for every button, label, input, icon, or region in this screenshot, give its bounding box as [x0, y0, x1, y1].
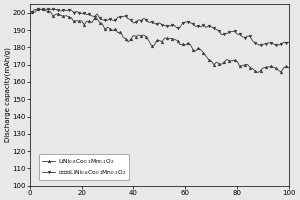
碳包覆的LiNi$_{0.8}$Co$_{0.1}$Mn$_{0.1}$O$_{2}$: [280, 43, 283, 45]
LiNi$_{0.8}$Co$_{0.1}$Mn$_{0.1}$O$_{2}$: [256, 71, 260, 74]
LiNi$_{0.8}$Co$_{0.1}$Mn$_{0.1}$O$_{2}$: [93, 17, 96, 20]
碳包覆的LiNi$_{0.8}$Co$_{0.1}$Mn$_{0.1}$O$_{2}$: [31, 11, 34, 13]
LiNi$_{0.8}$Co$_{0.1}$Mn$_{0.1}$O$_{2}$: [82, 23, 86, 26]
碳包覆的LiNi$_{0.8}$Co$_{0.1}$Mn$_{0.1}$O$_{2}$: [186, 21, 190, 23]
Line: 碳包覆的LiNi$_{0.8}$Co$_{0.1}$Mn$_{0.1}$O$_{2}$: 碳包覆的LiNi$_{0.8}$Co$_{0.1}$Mn$_{0.1}$O$_{…: [31, 8, 290, 47]
碳包覆的LiNi$_{0.8}$Co$_{0.1}$Mn$_{0.1}$O$_{2}$: [165, 25, 169, 27]
碳包覆的LiNi$_{0.8}$Co$_{0.1}$Mn$_{0.1}$O$_{2}$: [93, 15, 96, 18]
LiNi$_{0.8}$Co$_{0.1}$Mn$_{0.1}$O$_{2}$: [31, 11, 34, 13]
LiNi$_{0.8}$Co$_{0.1}$Mn$_{0.1}$O$_{2}$: [272, 66, 275, 68]
碳包覆的LiNi$_{0.8}$Co$_{0.1}$Mn$_{0.1}$O$_{2}$: [272, 43, 275, 45]
LiNi$_{0.8}$Co$_{0.1}$Mn$_{0.1}$O$_{2}$: [280, 71, 283, 73]
碳包覆的LiNi$_{0.8}$Co$_{0.1}$Mn$_{0.1}$O$_{2}$: [259, 44, 262, 47]
碳包覆的LiNi$_{0.8}$Co$_{0.1}$Mn$_{0.1}$O$_{2}$: [82, 12, 86, 14]
碳包覆的LiNi$_{0.8}$Co$_{0.1}$Mn$_{0.1}$O$_{2}$: [36, 8, 39, 11]
Line: LiNi$_{0.8}$Co$_{0.1}$Mn$_{0.1}$O$_{2}$: LiNi$_{0.8}$Co$_{0.1}$Mn$_{0.1}$O$_{2}$: [31, 8, 290, 74]
LiNi$_{0.8}$Co$_{0.1}$Mn$_{0.1}$O$_{2}$: [165, 37, 169, 39]
LiNi$_{0.8}$Co$_{0.1}$Mn$_{0.1}$O$_{2}$: [287, 67, 291, 69]
碳包覆的LiNi$_{0.8}$Co$_{0.1}$Mn$_{0.1}$O$_{2}$: [287, 41, 291, 44]
LiNi$_{0.8}$Co$_{0.1}$Mn$_{0.1}$O$_{2}$: [186, 42, 190, 44]
LiNi$_{0.8}$Co$_{0.1}$Mn$_{0.1}$O$_{2}$: [33, 8, 37, 11]
Y-axis label: Discharge capacity(mAh/g): Discharge capacity(mAh/g): [4, 47, 11, 142]
Legend: LiNi$_{0.8}$Co$_{0.1}$Mn$_{0.1}$O$_{2}$, 碳包覆的LiNi$_{0.8}$Co$_{0.1}$Mn$_{0.1}$O$_: LiNi$_{0.8}$Co$_{0.1}$Mn$_{0.1}$O$_{2}$,…: [39, 154, 129, 180]
